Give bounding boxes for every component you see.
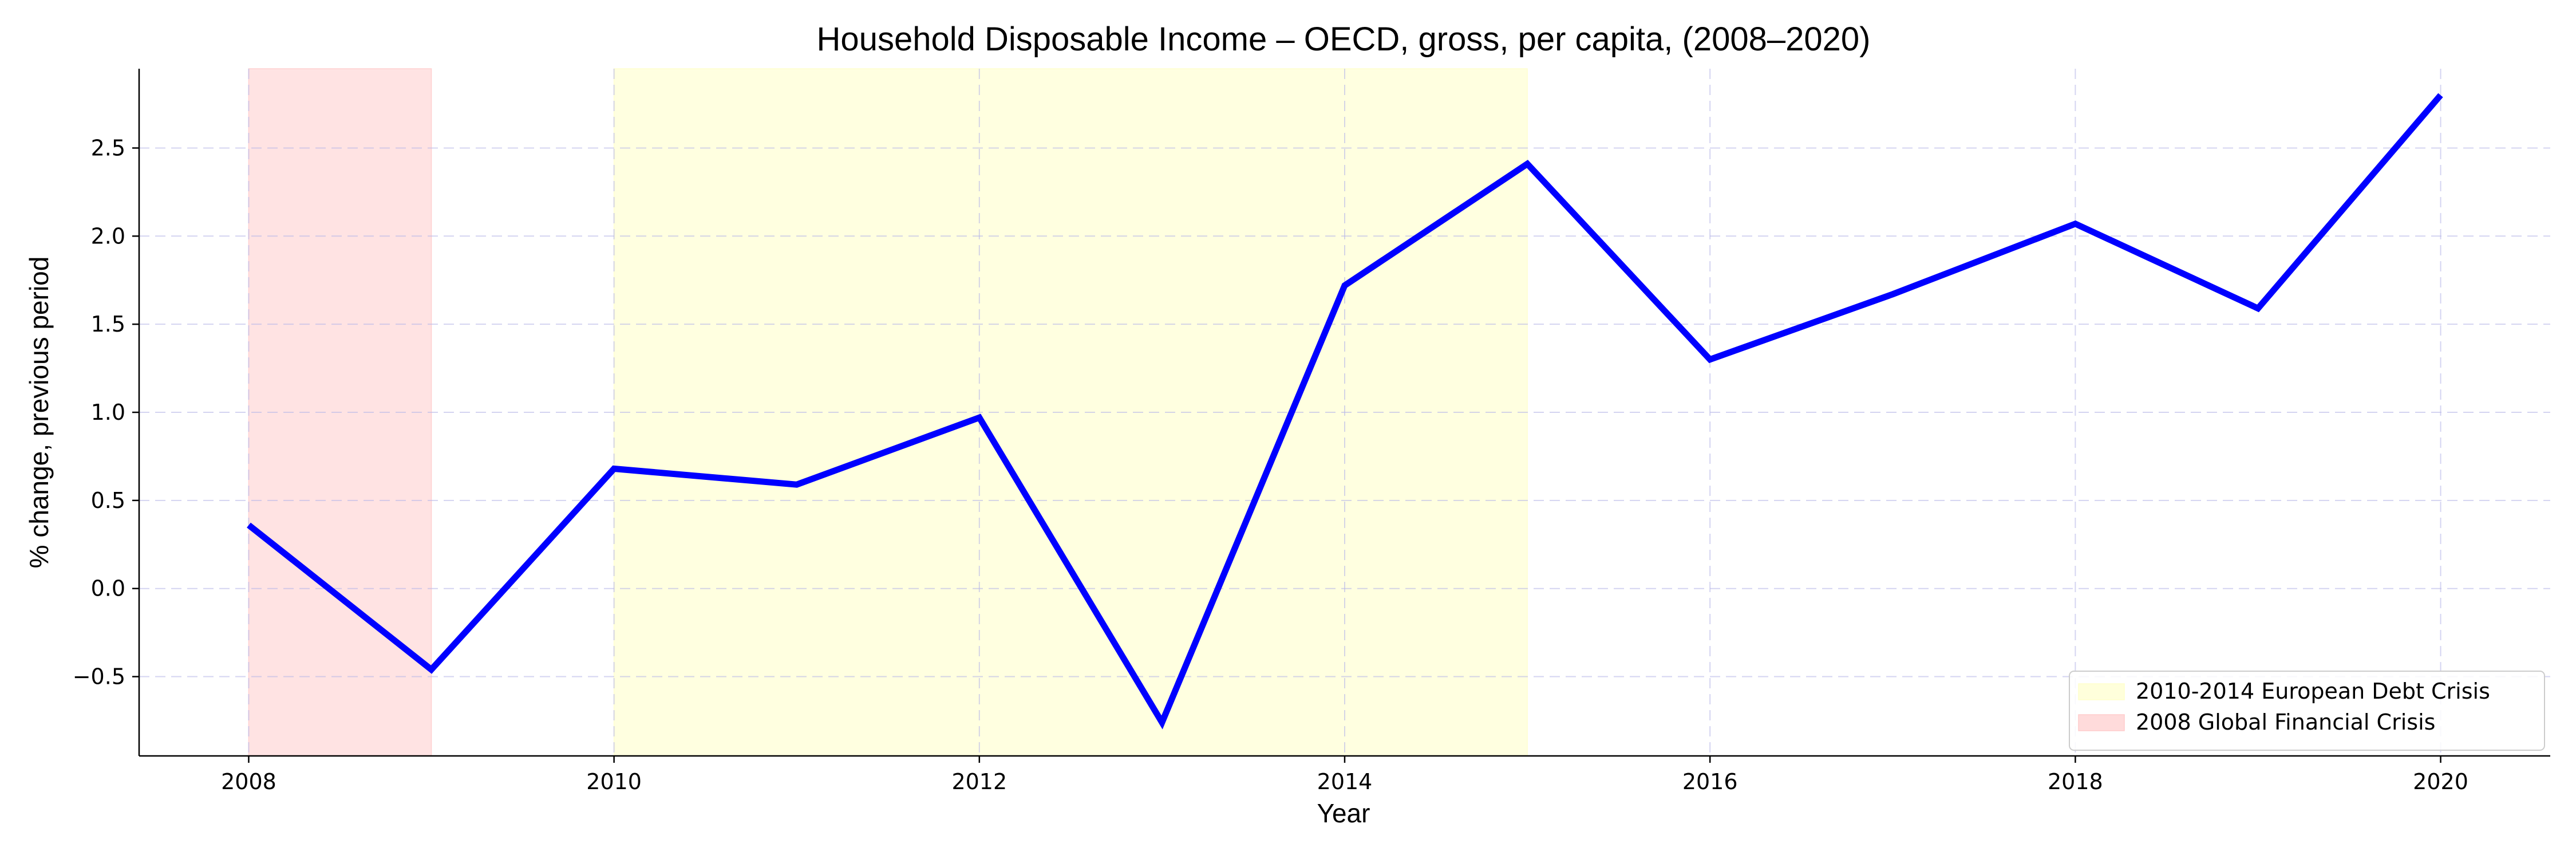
legend: 2010-2014 European Debt Crisis 2008 Globa…	[2069, 671, 2545, 751]
legend-box	[2069, 671, 2545, 751]
chart-title: Household Disposable Income – OECD, gros…	[817, 21, 1871, 58]
grid-lines	[139, 69, 2550, 756]
y-axis-ticks: −0.5 0.0 0.5 1.0 1.5 2.0 2.5	[73, 135, 139, 689]
legend-label: 2010-2014 European Debt Crisis	[2136, 679, 2490, 704]
x-tick-label: 2014	[1317, 769, 1373, 794]
y-tick-label: 2.0	[91, 223, 125, 249]
x-axis-ticks: 2008 2010 2012 2014 2016 2018 2020	[221, 756, 2468, 794]
legend-label: 2008 Global Financial Crisis	[2136, 710, 2435, 735]
y-tick-label: 0.0	[91, 576, 125, 601]
y-tick-label: 1.5	[91, 312, 125, 337]
series-layer	[247, 93, 2443, 730]
y-tick-label: 2.5	[91, 135, 125, 160]
legend-swatch	[2078, 714, 2125, 731]
legend-swatch	[2078, 683, 2125, 700]
y-axis-label: % change, previous period	[24, 257, 54, 569]
x-tick-label: 2016	[1682, 769, 1738, 794]
y-tick-label: 0.5	[91, 488, 125, 513]
x-tick-label: 2010	[586, 769, 642, 794]
x-tick-label: 2018	[2048, 769, 2103, 794]
y-tick-label: 1.0	[91, 400, 125, 425]
shaded-regions	[248, 68, 1528, 756]
series-line	[247, 93, 2443, 730]
x-axis-label: Year	[1317, 798, 1370, 828]
x-tick-label: 2020	[2413, 769, 2468, 794]
x-tick-label: 2008	[221, 769, 276, 794]
x-tick-label: 2012	[951, 769, 1007, 794]
y-tick-label: −0.5	[73, 664, 125, 689]
